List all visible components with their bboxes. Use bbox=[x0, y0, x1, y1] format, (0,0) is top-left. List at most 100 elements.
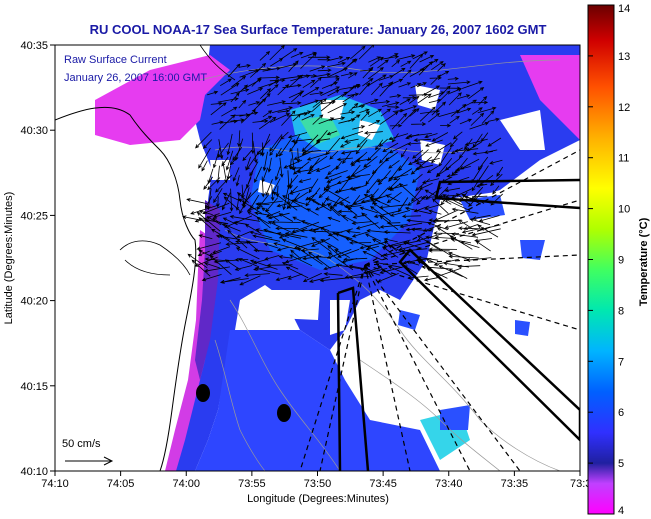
current-vector bbox=[281, 110, 296, 126]
vector-scale-label: 50 cm/s bbox=[62, 438, 101, 450]
current-vector bbox=[487, 117, 500, 122]
current-vector bbox=[431, 132, 449, 142]
current-vector bbox=[275, 226, 299, 231]
current-vector bbox=[388, 133, 409, 141]
x-tick-label: 73:50 bbox=[304, 478, 332, 490]
current-vector bbox=[239, 275, 261, 286]
colorbar-tick-label: 7 bbox=[618, 356, 624, 368]
current-vector bbox=[302, 272, 322, 282]
current-vector bbox=[417, 93, 432, 104]
current-vector bbox=[201, 160, 208, 172]
current-vector bbox=[340, 150, 358, 155]
current-vector bbox=[430, 74, 442, 85]
current-vector bbox=[327, 103, 348, 114]
current-vector bbox=[191, 259, 211, 277]
current-vector bbox=[391, 112, 408, 130]
current-vector bbox=[360, 110, 370, 122]
current-vector bbox=[334, 188, 351, 194]
current-vector bbox=[464, 138, 488, 146]
current-vector bbox=[437, 90, 451, 104]
current-vector bbox=[306, 208, 319, 216]
current-vector bbox=[397, 54, 416, 60]
current-vector bbox=[386, 191, 402, 204]
current-vector bbox=[476, 183, 488, 188]
current-vector bbox=[273, 242, 300, 251]
current-vector bbox=[332, 196, 350, 207]
current-vector bbox=[489, 159, 503, 165]
sst-green-patch bbox=[300, 115, 340, 145]
current-vector bbox=[311, 238, 331, 247]
current-vector bbox=[289, 254, 313, 267]
current-vector bbox=[438, 85, 451, 98]
x-tick-label: 73:40 bbox=[435, 478, 463, 490]
current-vector bbox=[219, 278, 249, 284]
current-vector bbox=[459, 118, 473, 125]
current-vector bbox=[335, 263, 362, 270]
current-vector bbox=[371, 238, 388, 248]
current-vector bbox=[209, 255, 232, 275]
current-vector bbox=[238, 198, 263, 214]
current-vector bbox=[414, 164, 434, 171]
current-vector bbox=[323, 272, 343, 276]
current-vector bbox=[275, 147, 282, 158]
current-vector bbox=[468, 87, 485, 100]
current-vector bbox=[365, 245, 380, 251]
current-vector bbox=[197, 250, 210, 257]
current-vector bbox=[378, 170, 392, 186]
current-vector bbox=[417, 260, 430, 268]
y-tick-label: 40:20 bbox=[20, 296, 48, 308]
coastline bbox=[55, 106, 197, 471]
current-vector bbox=[251, 77, 262, 87]
current-vector bbox=[337, 209, 353, 214]
current-vector bbox=[293, 150, 314, 160]
y-tick-label: 40:35 bbox=[20, 40, 48, 52]
current-vector bbox=[461, 80, 483, 89]
current-vector bbox=[212, 217, 231, 230]
current-vector bbox=[282, 195, 309, 211]
current-vector bbox=[239, 111, 259, 117]
current-vector bbox=[222, 223, 241, 232]
current-vector bbox=[302, 87, 320, 98]
current-vector bbox=[447, 76, 460, 81]
current-vector bbox=[334, 249, 350, 258]
current-vector bbox=[288, 158, 293, 170]
current-vector bbox=[402, 241, 421, 249]
current-vector bbox=[449, 115, 460, 124]
current-vector bbox=[389, 183, 402, 191]
current-vector bbox=[241, 177, 252, 199]
current-vector bbox=[435, 166, 452, 177]
current-vector bbox=[428, 112, 441, 123]
current-vector bbox=[329, 91, 348, 104]
current-vector bbox=[425, 235, 440, 240]
current-vector bbox=[226, 133, 233, 156]
current-vector bbox=[458, 226, 488, 231]
current-vector bbox=[242, 150, 253, 162]
current-vector bbox=[423, 277, 438, 282]
current-vector bbox=[287, 273, 303, 280]
current-vector bbox=[244, 273, 270, 278]
current-vector bbox=[407, 158, 422, 165]
current-vector bbox=[278, 138, 292, 157]
current-vector bbox=[328, 116, 346, 121]
current-vector bbox=[424, 189, 452, 205]
annotation-line1: Raw Surface Current bbox=[64, 54, 167, 66]
current-vector bbox=[431, 61, 444, 71]
current-vector bbox=[301, 114, 315, 121]
current-vector bbox=[439, 70, 450, 77]
current-vector bbox=[222, 192, 242, 202]
current-vector bbox=[219, 234, 241, 248]
current-vector bbox=[417, 235, 442, 252]
y-tick-label: 40:30 bbox=[20, 125, 48, 137]
current-vector bbox=[186, 198, 208, 204]
current-vector bbox=[283, 159, 303, 169]
current-vector bbox=[263, 242, 279, 249]
current-vector bbox=[198, 234, 213, 240]
current-vector bbox=[282, 186, 289, 211]
current-vector bbox=[388, 160, 400, 169]
current-vector bbox=[219, 114, 236, 130]
current-vector bbox=[276, 202, 290, 208]
current-vector bbox=[261, 176, 265, 198]
current-vector bbox=[276, 246, 290, 252]
current-vector bbox=[211, 228, 230, 241]
current-vector bbox=[196, 242, 222, 251]
